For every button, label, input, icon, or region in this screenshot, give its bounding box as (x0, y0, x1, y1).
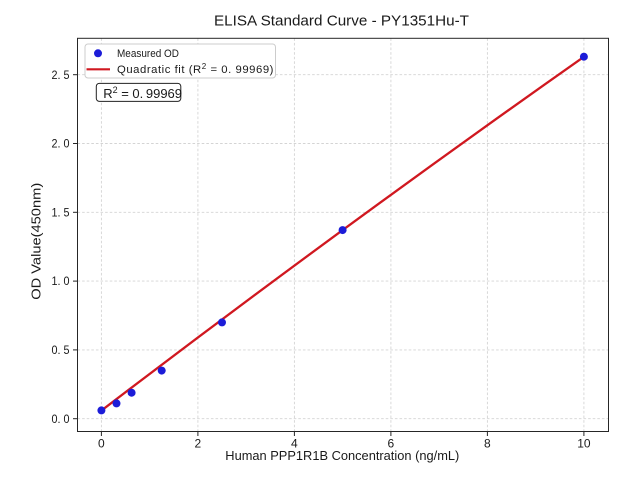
svg-text:0: 0 (98, 437, 105, 451)
svg-text:2: 2 (195, 437, 202, 451)
svg-text:2. 0: 2. 0 (52, 137, 70, 151)
svg-text:OD Value(450nm): OD Value(450nm) (29, 183, 44, 300)
svg-text:Measured OD: Measured OD (117, 48, 179, 60)
svg-text:0. 0: 0. 0 (52, 412, 70, 426)
svg-text:Human PPP1R1B Concentration (n: Human PPP1R1B Concentration (ng/mL) (225, 449, 459, 463)
svg-text:4: 4 (291, 437, 298, 451)
svg-text:0. 5: 0. 5 (52, 343, 70, 357)
svg-text:1. 0: 1. 0 (52, 274, 70, 288)
svg-text:8: 8 (484, 437, 491, 451)
svg-text:6: 6 (388, 437, 395, 451)
svg-text:1. 5: 1. 5 (52, 205, 70, 219)
svg-text:10: 10 (577, 437, 591, 451)
svg-text:R2 = 0. 99969: R2 = 0. 99969 (103, 85, 182, 101)
svg-text:2. 5: 2. 5 (52, 68, 70, 82)
svg-text:ELISA Standard Curve - PY1351H: ELISA Standard Curve - PY1351Hu-T (214, 14, 469, 30)
svg-text:Quadratic fit (R2 = 0. 99969): Quadratic fit (R2 = 0. 99969) (117, 62, 274, 76)
